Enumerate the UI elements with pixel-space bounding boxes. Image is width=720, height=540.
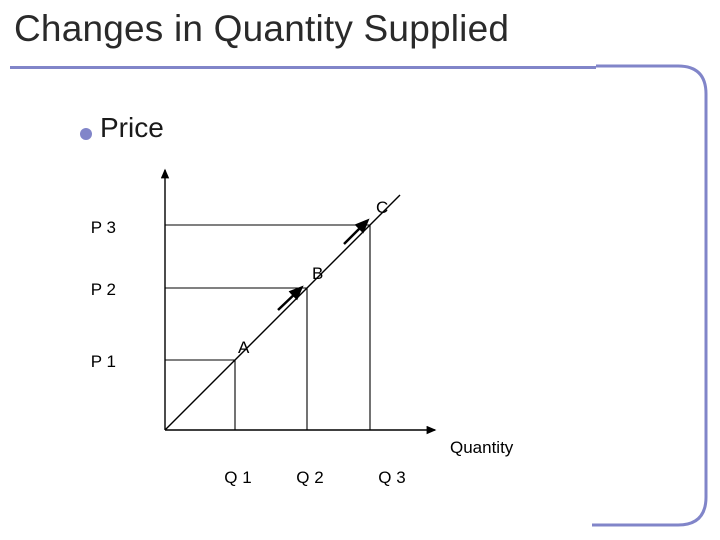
chart-point-label: A xyxy=(238,338,249,358)
x-axis-tick-label: Q 3 xyxy=(372,468,412,488)
x-axis-title: Quantity xyxy=(450,438,513,458)
x-axis-tick-label: Q 1 xyxy=(218,468,258,488)
slide-accent-border xyxy=(0,0,720,540)
chart-point-label: C xyxy=(376,198,388,218)
bullet-label-price: Price xyxy=(100,112,164,144)
slide-title: Changes in Quantity Supplied xyxy=(14,8,509,50)
title-underline xyxy=(10,66,596,69)
x-axis-tick-label: Q 2 xyxy=(290,468,330,488)
supply-chart xyxy=(0,0,720,540)
chart-point-label: B xyxy=(312,264,323,284)
y-axis-tick-label: P 3 xyxy=(76,218,116,238)
y-axis-tick-label: P 2 xyxy=(76,280,116,300)
bullet-dot-icon xyxy=(80,128,92,140)
y-axis-tick-label: P 1 xyxy=(76,352,116,372)
